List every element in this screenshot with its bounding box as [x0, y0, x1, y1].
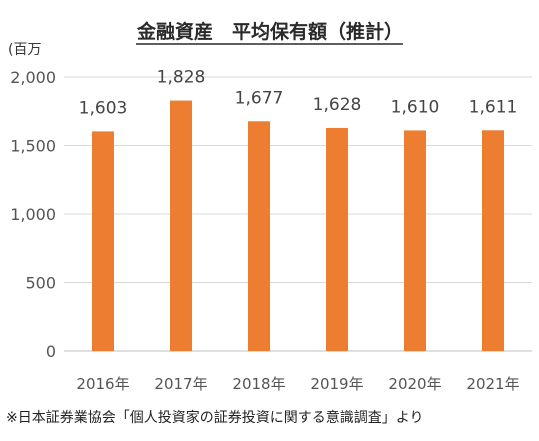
bars: [92, 100, 504, 352]
x-category-label: 2017年: [154, 375, 207, 393]
source-note: ※日本証券業協会「個人投資家の証券投資に関する意識調査」より: [6, 409, 423, 426]
x-axis-categories: 2016年 2017年 2018年 2019年 2020年 2021年: [76, 375, 519, 393]
chart-title: 金融資産 平均保有額（推計）: [136, 20, 403, 43]
data-label: 1,611: [469, 97, 518, 117]
bar: [404, 130, 426, 351]
data-label: 1,677: [235, 88, 284, 108]
y-tick-label: 2,000: [10, 68, 56, 87]
x-category-label: 2020年: [388, 375, 441, 393]
x-category-label: 2019年: [310, 375, 363, 393]
bar: [482, 130, 504, 351]
x-category-label: 2016年: [76, 375, 129, 393]
y-axis-ticks: 0 500 1,000 1,500 2,000: [10, 68, 56, 361]
y-tick-label: 1,500: [10, 137, 56, 156]
gridlines: [64, 76, 532, 352]
bar: [170, 100, 192, 352]
data-label: 1,610: [391, 97, 440, 117]
bar: [326, 127, 348, 352]
y-tick-label: 1,000: [10, 205, 56, 224]
y-tick-label: 500: [25, 274, 56, 293]
data-label: 1,828: [157, 68, 206, 88]
data-label: 1,628: [313, 95, 362, 115]
x-category-label: 2021年: [466, 375, 519, 393]
data-label: 1,603: [79, 98, 128, 118]
y-tick-label: 0: [46, 342, 56, 361]
bar: [248, 121, 270, 351]
x-category-label: 2018年: [232, 375, 285, 393]
bar: [92, 131, 114, 351]
data-labels: 1,603 1,828 1,677 1,628 1,610 1,611: [79, 68, 518, 119]
y-axis-unit-label: (百万: [8, 42, 41, 58]
